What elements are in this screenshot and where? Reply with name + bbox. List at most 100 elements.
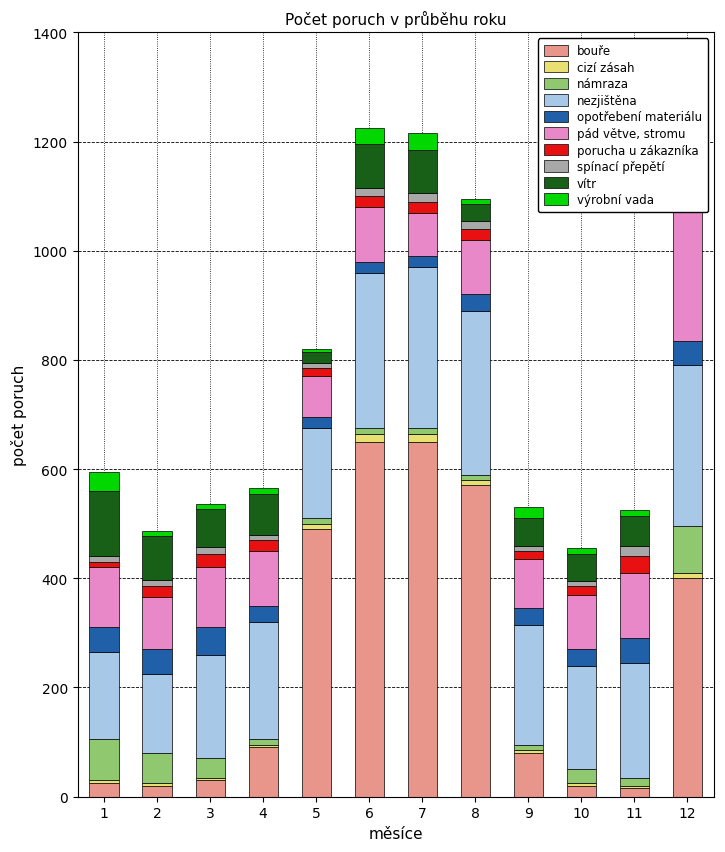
Bar [620,516,649,546]
Bar [567,786,596,797]
Bar [567,595,596,649]
Bar [355,129,384,145]
Bar [407,194,436,203]
Legend: bouře, cizí zásah, námraza, nezjištěna, opotřebení materiálu, pád větve, stromu,: bouře, cizí zásah, námraza, nezjištěna, … [538,39,708,213]
Bar [143,649,172,674]
Bar [514,753,543,797]
Bar [249,551,278,606]
Bar [143,598,172,649]
Bar [620,786,649,788]
Bar [673,527,702,573]
Bar [143,786,172,797]
Bar [302,530,331,797]
Bar [407,268,436,429]
Bar [249,606,278,622]
Bar [567,554,596,581]
Bar [196,554,225,567]
Bar [302,363,331,369]
Bar [514,751,543,753]
Bar [89,567,119,628]
Bar [407,435,436,442]
Bar [620,663,649,778]
Bar [302,417,331,429]
Bar [460,240,490,295]
Bar [514,560,543,608]
Bar [196,504,225,509]
Bar [249,747,278,797]
Bar [460,295,490,312]
Bar [89,628,119,652]
Bar [460,312,490,475]
Bar [673,189,702,210]
Bar [567,587,596,595]
Bar [249,540,278,551]
Bar [567,649,596,665]
Bar [567,581,596,587]
Bar [567,783,596,786]
Bar [355,442,384,797]
Bar [460,222,490,230]
Bar [620,638,649,663]
Bar [620,557,649,573]
Bar [460,205,490,222]
Bar [249,535,278,540]
Bar [89,652,119,740]
Bar [355,273,384,429]
Bar [567,665,596,769]
Bar [249,494,278,535]
Bar [673,140,702,153]
Bar [143,783,172,786]
Bar [460,486,490,797]
Bar [673,181,702,189]
Bar [673,342,702,366]
Bar [460,481,490,486]
Bar [143,531,172,537]
Bar [196,758,225,778]
Bar [196,655,225,758]
Bar [673,579,702,797]
Bar [196,778,225,780]
Bar [514,546,543,551]
X-axis label: měsíce: měsíce [368,826,423,841]
Bar [355,197,384,208]
Bar [567,769,596,783]
Bar [620,788,649,797]
Bar [355,145,384,189]
Bar [143,537,172,580]
Bar [355,208,384,262]
Bar [673,573,702,579]
Bar [196,548,225,554]
Bar [407,213,436,257]
Bar [302,524,331,530]
Bar [89,492,119,557]
Bar [89,740,119,780]
Bar [673,366,702,527]
Bar [302,353,331,363]
Bar [196,509,225,548]
Bar [196,567,225,628]
Bar [514,551,543,560]
Bar [620,510,649,516]
Bar [302,429,331,519]
Bar [407,257,436,268]
Bar [407,151,436,194]
Bar [143,580,172,587]
Bar [355,189,384,197]
Bar [620,778,649,786]
Bar [514,608,543,625]
Bar [249,622,278,740]
Bar [355,435,384,442]
Bar [89,780,119,783]
Bar [89,562,119,567]
Bar [355,262,384,273]
Bar [196,628,225,655]
Bar [143,753,172,783]
Bar [302,349,331,353]
Bar [567,549,596,554]
Bar [407,203,436,213]
Bar [302,369,331,377]
Bar [514,508,543,519]
Bar [673,153,702,181]
Bar [514,745,543,751]
Y-axis label: počet poruch: počet poruch [11,365,27,465]
